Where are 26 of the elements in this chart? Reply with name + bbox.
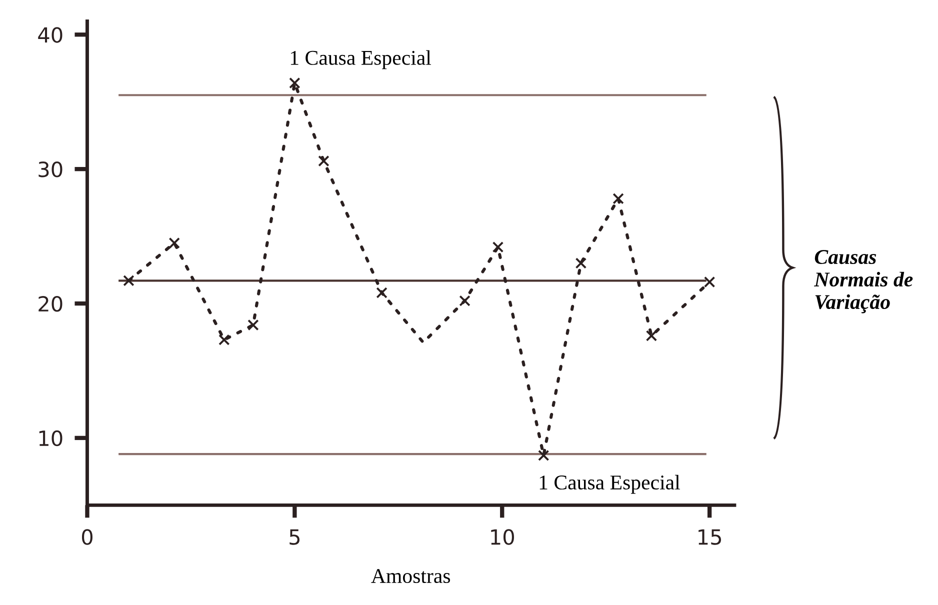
x-tick-label: 10: [491, 529, 514, 545]
point: [376, 287, 388, 298]
annotation: 1 Causa Especial: [290, 50, 432, 70]
point: [704, 276, 716, 288]
x-axis-title: Amostras: [371, 569, 450, 584]
x-tick-label: 15: [698, 529, 721, 545]
point: [218, 334, 230, 346]
point: [612, 193, 624, 204]
x-tick-label: 5: [290, 529, 300, 545]
point: [459, 295, 470, 306]
point: [646, 330, 658, 342]
y-tick-label: 30: [38, 162, 62, 178]
annotation: 1 Causa Especial: [540, 474, 680, 494]
point: [538, 450, 550, 462]
y-tick-label: 40: [38, 27, 62, 43]
point: [248, 319, 259, 331]
point: [318, 155, 330, 167]
x-tick-label: 0: [82, 529, 92, 545]
point: [575, 258, 587, 269]
point: [168, 237, 180, 249]
text: Causas Normais de Variação: [814, 250, 913, 314]
point: [123, 275, 134, 286]
y-tick-label: 10: [39, 430, 62, 446]
point: [289, 77, 300, 89]
y-tick-label: 20: [38, 296, 62, 312]
point: [492, 241, 504, 253]
